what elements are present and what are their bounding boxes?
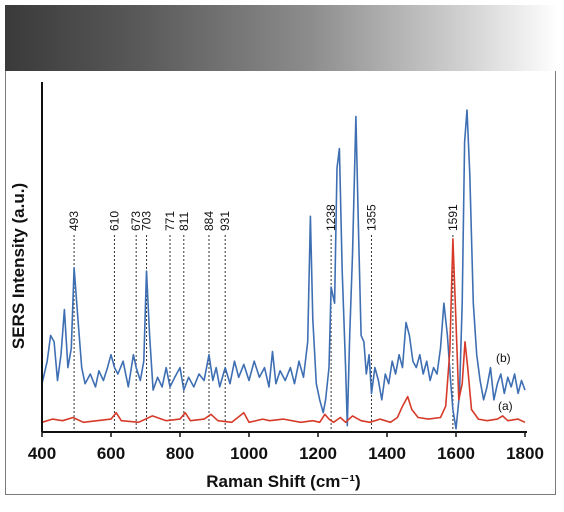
x-tick-label: 1400 <box>368 444 406 463</box>
peak-marker-label: 610 <box>107 211 121 231</box>
header-banner <box>5 5 558 71</box>
peak-marker-label: 771 <box>163 211 177 231</box>
x-tick-label: 400 <box>28 444 56 463</box>
series-line-a <box>41 238 526 424</box>
peak-marker-label: 884 <box>202 211 216 231</box>
x-tick-label: 1000 <box>230 444 268 463</box>
x-axis-title: Raman Shift (cm⁻¹) <box>206 472 360 491</box>
peak-marker-label: 1355 <box>364 204 378 231</box>
peak-marker-label: 931 <box>218 211 232 231</box>
peak-marker-label: 673 <box>129 211 143 231</box>
peak-marker-label: 811 <box>177 212 191 231</box>
series-line-b <box>41 109 526 430</box>
series-label-a: (a) <box>498 399 513 413</box>
peak-marker-label: 703 <box>140 211 154 231</box>
peak-marker-label: 493 <box>67 211 81 231</box>
series-label-b: (b) <box>496 351 511 365</box>
axis-layer <box>41 82 527 433</box>
figure-frame <box>5 71 556 495</box>
series-layer <box>41 109 526 430</box>
x-tick-label: 1600 <box>437 444 475 463</box>
x-tick-label: 1200 <box>299 444 337 463</box>
series-label-layer: (b) (a) <box>496 351 513 413</box>
x-tick-label: 1800 <box>506 444 544 463</box>
y-axis-title: SERS Intensity (a.u.) <box>9 183 28 349</box>
peak-marker-label: 1238 <box>324 204 338 231</box>
peak-marker-label: 1591 <box>446 204 460 231</box>
x-tick-label: 800 <box>166 444 194 463</box>
tick-layer: 400 600 800 1000 1200 1400 1600 1800 <box>28 432 544 463</box>
x-tick-label: 600 <box>97 444 125 463</box>
